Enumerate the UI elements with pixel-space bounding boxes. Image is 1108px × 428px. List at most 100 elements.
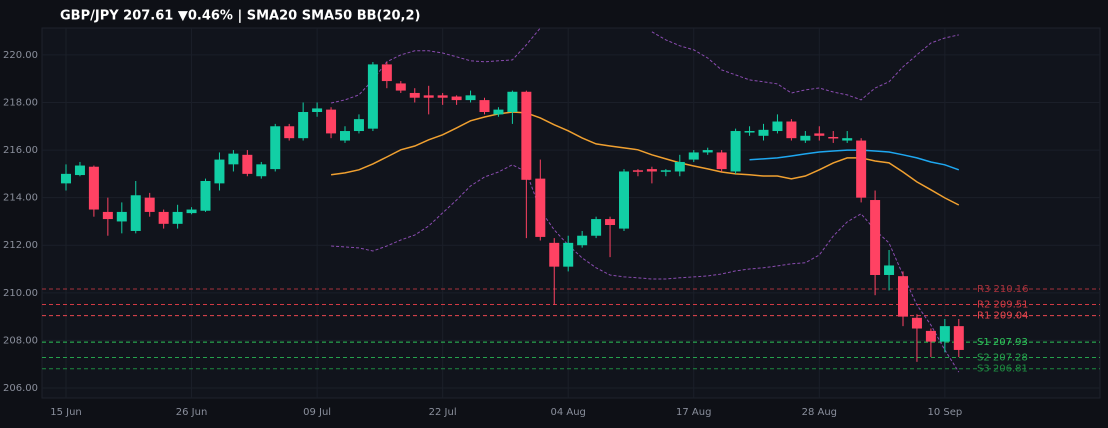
candle xyxy=(381,62,392,89)
level-value: 207.28 xyxy=(993,353,1028,364)
candle xyxy=(758,123,769,141)
candle-body xyxy=(61,173,71,184)
candle-body xyxy=(381,64,392,82)
candle-body xyxy=(479,100,490,112)
y-tick-label: 212.00 xyxy=(3,240,38,251)
candle xyxy=(144,192,155,217)
candle-body xyxy=(256,164,267,177)
candle-body xyxy=(591,219,602,236)
candle xyxy=(340,126,350,143)
level-value: 210.16 xyxy=(994,284,1029,295)
level-label: S3 206.81 xyxy=(977,364,1028,375)
candle-body xyxy=(242,154,253,174)
y-tick-label: 220.00 xyxy=(3,50,38,61)
candle-body xyxy=(74,165,85,176)
candle-body xyxy=(437,95,448,98)
indicator-line xyxy=(331,164,960,373)
y-tick-label: 214.00 xyxy=(3,193,38,204)
candle-body xyxy=(102,211,113,220)
candle xyxy=(730,128,741,174)
level-name: R2 xyxy=(977,299,990,310)
candle xyxy=(88,165,99,217)
candle xyxy=(116,202,127,234)
indicator-line xyxy=(330,28,959,104)
candle-body xyxy=(953,326,964,350)
candle xyxy=(828,131,839,143)
candle xyxy=(228,150,239,172)
level-label: R1 209.04 xyxy=(977,311,1029,322)
candle-body xyxy=(298,111,309,139)
candle-body xyxy=(88,166,99,210)
candle-body xyxy=(646,169,657,172)
candle-body xyxy=(284,126,295,139)
candle-body xyxy=(814,133,825,136)
candle xyxy=(591,216,602,239)
candle xyxy=(214,152,225,191)
candle-body xyxy=(674,161,685,172)
x-tick-label: 10 Sep xyxy=(927,407,962,418)
candle-body xyxy=(270,126,281,170)
candle-body xyxy=(870,200,881,275)
y-tick-label: 210.00 xyxy=(3,288,38,299)
candle xyxy=(242,150,253,177)
candle-body xyxy=(563,242,574,267)
candle-body xyxy=(493,109,504,115)
candle xyxy=(911,314,922,362)
candle-body xyxy=(744,131,755,133)
candle-body xyxy=(326,109,337,134)
candle xyxy=(632,169,643,177)
candle xyxy=(939,319,950,353)
candle-body xyxy=(172,211,183,224)
candle-body xyxy=(800,135,811,141)
candle-body xyxy=(856,140,867,198)
candle xyxy=(660,169,671,177)
level-name: R1 xyxy=(977,311,990,322)
candle xyxy=(507,90,518,124)
x-tick-label: 15 Jun xyxy=(50,407,82,418)
x-tick-label: 09 Jul xyxy=(303,407,331,418)
candle-body xyxy=(939,326,950,342)
candle xyxy=(605,216,616,258)
candle-body xyxy=(395,83,406,91)
candle xyxy=(284,123,295,141)
candle xyxy=(563,235,574,272)
candle-body xyxy=(605,219,616,226)
candle-body xyxy=(116,211,127,222)
candle-body xyxy=(688,152,699,160)
candle-body xyxy=(353,119,364,132)
candle xyxy=(74,161,85,177)
candle xyxy=(953,319,964,358)
level-value: 206.81 xyxy=(993,364,1028,375)
candle xyxy=(800,131,811,143)
level-name: S2 xyxy=(977,353,990,364)
candle xyxy=(674,154,685,177)
candle xyxy=(786,119,797,141)
candle xyxy=(186,207,197,215)
candle xyxy=(870,190,881,296)
candle-body xyxy=(228,153,239,165)
x-tick-label: 28 Aug xyxy=(802,407,837,418)
candle-body xyxy=(898,276,908,317)
candle-body xyxy=(632,170,643,172)
candle xyxy=(395,81,406,93)
x-tick-label: 17 Aug xyxy=(676,407,711,418)
candle xyxy=(925,328,936,358)
candle xyxy=(814,126,825,141)
level-label: S2 207.28 xyxy=(977,353,1028,364)
level-label: R2 209.51 xyxy=(977,299,1029,310)
level-label: S1 207.93 xyxy=(977,337,1028,348)
candle xyxy=(326,107,337,139)
candle-body xyxy=(842,138,853,141)
plot-area xyxy=(41,27,1101,399)
candle-body xyxy=(702,150,713,153)
candle xyxy=(479,97,490,115)
candle xyxy=(702,147,713,155)
candle-body xyxy=(772,121,783,132)
candle-body xyxy=(465,95,476,101)
candle-body xyxy=(200,180,211,211)
candle-body xyxy=(660,170,671,172)
candle-body xyxy=(409,92,420,98)
candle xyxy=(451,95,462,105)
candle xyxy=(158,209,169,229)
